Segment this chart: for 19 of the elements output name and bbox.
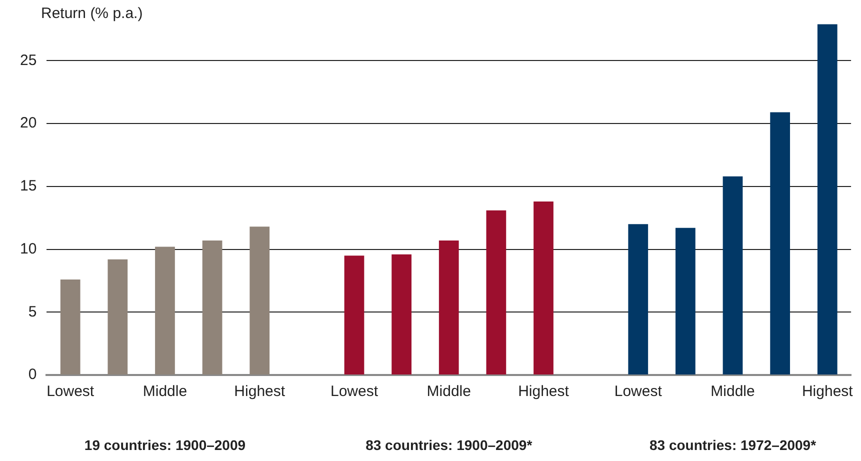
y-tick-label: 0 xyxy=(28,366,37,384)
y-tick-label: 20 xyxy=(20,114,37,132)
x-tick-label: Highest xyxy=(518,383,570,400)
x-tick-label: Middle xyxy=(426,383,471,400)
x-tick-label: Highest xyxy=(802,383,854,400)
x-tick-label: Middle xyxy=(142,383,188,400)
y-tick-label: 15 xyxy=(20,178,37,195)
x-tick-label: Lowest xyxy=(330,383,379,400)
x-tick-label: Highest xyxy=(234,383,286,400)
x-tick-label: Lowest xyxy=(46,383,95,400)
y-axis-title: Return (% p.a.) xyxy=(41,5,143,22)
text: 83 countries: 1900–2009* xyxy=(366,436,533,453)
x-tick-label: Lowest xyxy=(614,383,663,400)
y-tick-label: 25 xyxy=(20,52,37,69)
y-tick-label: 10 xyxy=(20,240,37,258)
x-tick-label: Middle xyxy=(710,383,755,400)
text: 19 countries: 1900–2009 xyxy=(84,436,246,453)
text: 83 countries: 1972–2009* xyxy=(649,436,817,453)
y-tick-label: 5 xyxy=(28,303,37,320)
